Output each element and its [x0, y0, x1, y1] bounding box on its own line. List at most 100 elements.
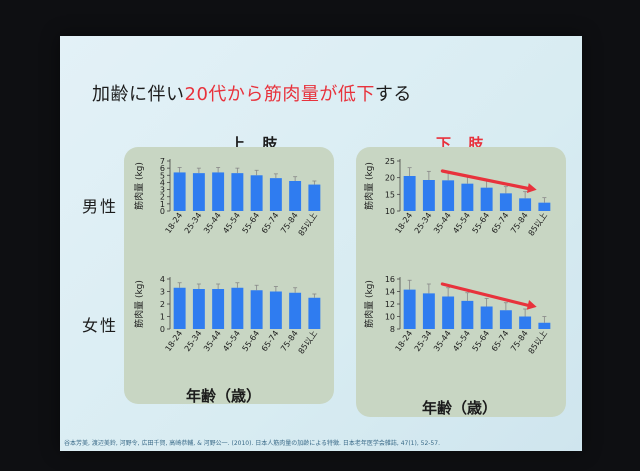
y-tick-label: 10	[385, 207, 395, 216]
bar	[461, 300, 474, 329]
trend-arrow-head	[526, 183, 537, 193]
x-tick-label: 45-54	[221, 211, 242, 235]
bar	[231, 173, 244, 211]
y-tick-label: 16	[385, 275, 395, 284]
x-axis-label-lower: 年齢（歳）	[422, 399, 498, 417]
x-tick-label: 35-44	[432, 211, 453, 235]
bar	[250, 175, 263, 211]
y-tick-label: 0	[160, 325, 165, 334]
bar	[269, 291, 282, 329]
bar	[538, 322, 551, 329]
x-tick-label: 55-64	[241, 211, 262, 235]
x-tick-label: 18-24	[164, 329, 185, 353]
bar	[422, 293, 435, 329]
x-axis-label-upper: 年齢（歳）	[186, 387, 262, 405]
y-axis-label: 筋肉量 (kg)	[363, 162, 375, 210]
x-tick-label: 18-24	[164, 211, 185, 235]
y-tick-label: 3	[160, 288, 165, 297]
bar	[250, 290, 263, 329]
bar	[212, 172, 225, 211]
x-tick-label: 25-34	[183, 211, 204, 235]
x-tick-label: 65-74	[490, 211, 511, 235]
bar	[212, 289, 225, 329]
x-tick-label: 55-64	[471, 211, 492, 235]
trend-arrow	[440, 169, 533, 191]
bar	[403, 289, 416, 329]
y-tick-label: 8	[390, 325, 395, 334]
x-tick-label: 45-54	[451, 329, 472, 353]
y-tick-label: 3	[160, 186, 165, 195]
bar	[442, 180, 455, 211]
slide-title-highlight: 20代から筋肉量が低下	[184, 84, 375, 105]
y-tick-label: 20	[385, 174, 395, 183]
bar	[538, 202, 551, 211]
bar	[480, 187, 493, 211]
x-tick-label: 25-34	[413, 211, 434, 235]
y-tick-label: 4	[160, 275, 165, 284]
bar	[308, 184, 321, 211]
bar	[289, 292, 302, 329]
x-tick-label: 85以上	[527, 211, 549, 238]
trend-arrow-head	[526, 299, 537, 310]
bar	[461, 183, 474, 211]
row-header-male: 男性	[82, 197, 119, 216]
x-tick-label: 25-34	[413, 329, 434, 353]
bar	[499, 310, 512, 329]
x-tick-label: 25-34	[183, 329, 204, 353]
y-tick-label: 10	[385, 313, 395, 322]
trend-arrow	[440, 282, 533, 308]
x-tick-label: 45-54	[221, 329, 242, 353]
bar	[192, 173, 205, 211]
y-tick-label: 5	[160, 171, 165, 180]
x-tick-label: 85以上	[297, 211, 319, 238]
chart-lower-limb-male: 筋肉量 (kg) 10 15 20 25 18-2425-3435-4445-5455-6…	[363, 157, 551, 238]
x-tick-label: 85以上	[527, 329, 549, 356]
bar	[442, 296, 455, 329]
bar	[231, 287, 244, 329]
slide-title-part3: する	[374, 84, 412, 105]
bar	[499, 193, 512, 211]
y-tick-label: 25	[385, 157, 395, 166]
y-tick-label: 7	[160, 157, 165, 166]
chart-upper-limb-female: 筋肉量 (kg) 0 1 2 3 4 18-2425-3435-4445-5455-6465…	[133, 275, 321, 356]
y-tick-label: 0	[160, 207, 165, 216]
y-tick-label: 12	[385, 300, 395, 309]
x-tick-label: 45-54	[451, 211, 472, 235]
x-tick-label: 35-44	[432, 329, 453, 353]
x-tick-label: 65-74	[260, 211, 281, 235]
y-tick-label: 1	[160, 313, 165, 322]
bar	[308, 297, 321, 329]
bar	[519, 316, 532, 329]
y-tick-label: 6	[160, 164, 165, 173]
y-axis-label: 筋肉量 (kg)	[363, 280, 375, 328]
citation: 谷本芳美, 渡辺美鈴, 河野令, 広田千賀, 高崎恭輔, & 河野公一. (20…	[64, 440, 440, 447]
bar	[422, 180, 435, 211]
y-tick-label: 4	[160, 178, 165, 187]
x-tick-label: 35-44	[202, 329, 223, 353]
x-tick-label: 85以上	[297, 329, 319, 356]
slide-title-part1: 加齢に伴い	[92, 84, 185, 105]
x-tick-label: 55-64	[241, 329, 262, 353]
row-header-female: 女性	[82, 316, 119, 335]
y-tick-label: 2	[160, 300, 165, 309]
bar	[192, 289, 205, 329]
bar	[269, 178, 282, 211]
y-tick-label: 14	[385, 288, 395, 297]
y-axis-label: 筋肉量 (kg)	[133, 280, 145, 328]
bar	[480, 306, 493, 329]
y-axis-label: 筋肉量 (kg)	[133, 162, 145, 210]
bar	[289, 181, 302, 211]
y-tick-label: 15	[385, 190, 395, 199]
slide: 加齢に伴い20代から筋肉量が低下する 上 肢 下 肢 男性 女性 筋肉量 (kg…	[60, 36, 582, 451]
lower-limb-panel	[356, 147, 566, 417]
x-tick-label: 35-44	[202, 211, 223, 235]
bar	[519, 198, 532, 211]
x-tick-label: 65-74	[490, 329, 511, 353]
bar	[403, 176, 416, 211]
x-tick-label: 55-64	[471, 329, 492, 353]
bar	[173, 287, 186, 329]
y-tick-label: 2	[160, 193, 165, 202]
x-tick-label: 18-24	[394, 329, 415, 353]
bar	[173, 172, 186, 211]
